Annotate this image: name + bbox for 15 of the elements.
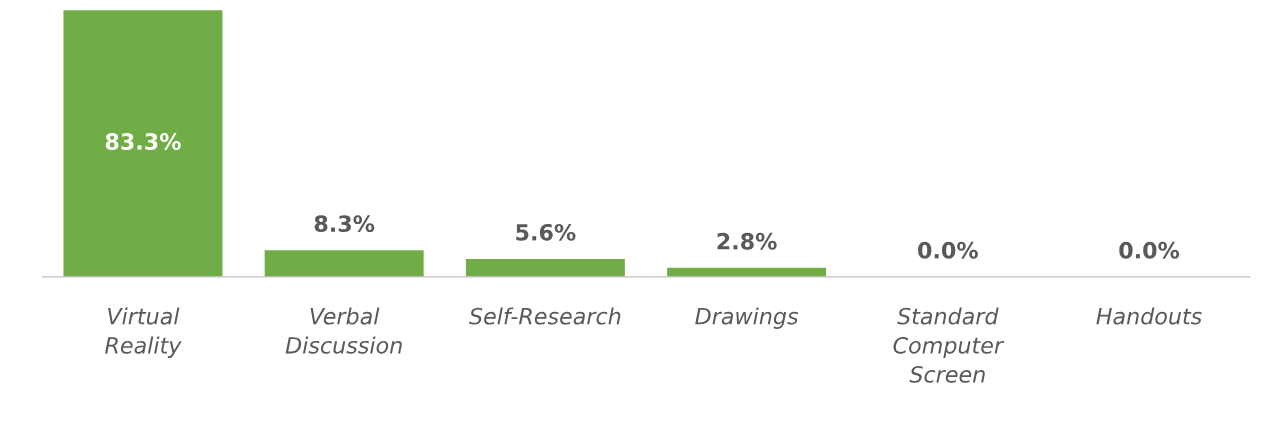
data-label: 83.3% xyxy=(105,133,181,150)
x-tick-label: Standard Computer Screen xyxy=(893,307,1005,383)
x-tick-label: Verbal Discussion xyxy=(285,307,402,354)
x-tick-label: Handouts xyxy=(1096,307,1202,325)
data-label: 0.0% xyxy=(918,241,978,259)
bar xyxy=(63,10,223,277)
x-tick-label: Virtual Reality xyxy=(105,307,182,358)
x-tick-label: Self-Research xyxy=(469,307,621,325)
data-label: 8.3% xyxy=(314,215,375,233)
data-label: 0.0% xyxy=(1119,241,1180,259)
data-label: 5.6% xyxy=(516,223,576,241)
data-label: 2.8% xyxy=(717,232,777,250)
bar xyxy=(264,250,424,277)
x-tick-label: Drawings xyxy=(695,307,799,329)
bar xyxy=(465,258,625,277)
